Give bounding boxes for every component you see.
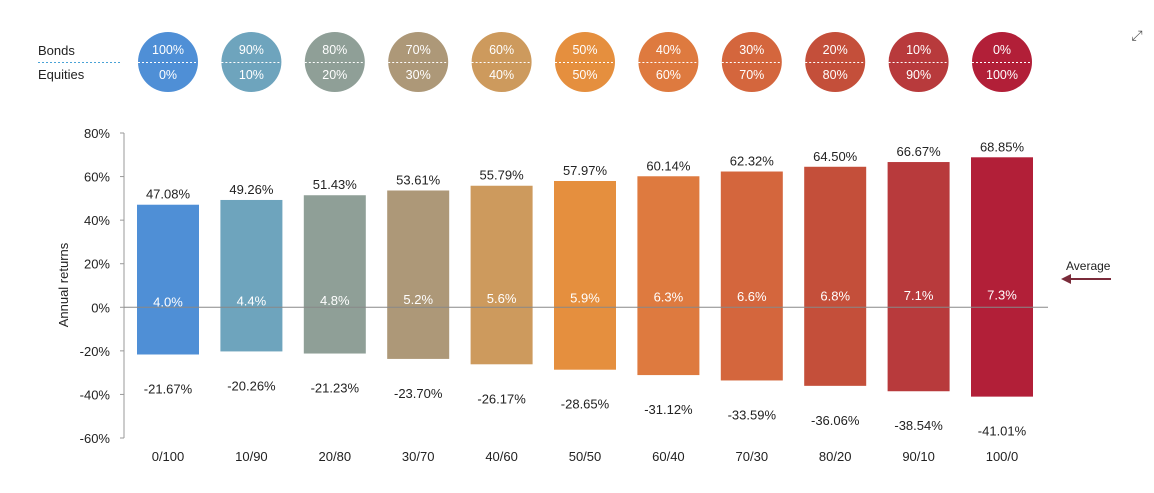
equities-percent: 100% — [986, 68, 1018, 82]
x-tick-label: 80/20 — [819, 449, 852, 464]
equities-percent: 30% — [406, 68, 431, 82]
range-bar — [554, 180, 616, 370]
x-tick-label: 10/90 — [235, 449, 268, 464]
equities-percent: 60% — [656, 68, 681, 82]
average-return-label: 5.9% — [570, 290, 600, 305]
x-tick-label: 70/30 — [736, 449, 769, 464]
equities-percent: 90% — [906, 68, 931, 82]
max-return-label: 57.97% — [563, 163, 608, 178]
y-tick-label: 60% — [84, 170, 110, 185]
min-return-label: -20.26% — [227, 378, 276, 393]
average-return-label: 6.8% — [820, 288, 850, 303]
bonds-percent: 10% — [906, 43, 931, 57]
max-return-label: 64.50% — [813, 149, 858, 164]
x-tick-label: 0/100 — [152, 449, 185, 464]
y-axis-title: Annual returns — [56, 242, 71, 327]
allocation-header: Bonds Equities — [38, 43, 122, 82]
bonds-percent: 60% — [489, 43, 514, 57]
range-bar — [804, 166, 867, 386]
average-return-label: 7.3% — [987, 287, 1017, 302]
range-bar — [137, 204, 199, 355]
y-tick-label: 20% — [84, 257, 110, 272]
allocation-circles: 100% 0% 90% 10% 80% 20% 70% 30% 60% 40% 50% 50% 40% 6… — [138, 32, 1032, 92]
expand-icon[interactable]: ⤢ — [1131, 27, 1143, 43]
max-return-label: 68.85% — [980, 139, 1025, 154]
equities-label: Equities — [38, 67, 85, 82]
x-tick-label: 90/10 — [902, 449, 935, 464]
x-tick-label: 30/70 — [402, 449, 435, 464]
max-return-label: 49.26% — [229, 182, 274, 197]
x-tick-label: 50/50 — [569, 449, 602, 464]
bonds-percent: 0% — [993, 43, 1011, 57]
average-return-label: 6.3% — [654, 290, 684, 305]
average-return-label: 4.4% — [237, 294, 267, 309]
range-bar — [637, 176, 700, 376]
equities-percent: 20% — [322, 68, 347, 82]
bonds-percent: 90% — [239, 43, 264, 57]
min-return-label: -36.06% — [811, 413, 860, 428]
min-return-label: -21.23% — [311, 381, 360, 396]
range-bar — [387, 190, 450, 359]
equities-percent: 0% — [159, 68, 177, 82]
range-bar — [220, 199, 283, 352]
bonds-percent: 40% — [656, 43, 681, 57]
bonds-percent: 20% — [823, 43, 848, 57]
equities-percent: 80% — [823, 68, 848, 82]
equities-percent: 40% — [489, 68, 514, 82]
range-bar — [971, 157, 1033, 397]
range-bar — [303, 195, 366, 354]
equities-percent: 10% — [239, 68, 264, 82]
legend-average-label: Average — [1066, 259, 1111, 273]
min-return-label: -38.54% — [894, 418, 943, 433]
y-tick-label: -40% — [80, 387, 111, 402]
min-return-label: -26.17% — [477, 391, 526, 406]
bar-series: 47.08% -21.67% 4.0% 0/100 49.26% -20.26% 4.4% 1… — [137, 139, 1033, 464]
min-return-label: -41.01% — [978, 424, 1027, 439]
range-bar — [470, 185, 533, 365]
x-tick-label: 100/0 — [986, 449, 1019, 464]
average-legend: Average — [1061, 259, 1111, 284]
average-return-label: 5.2% — [403, 292, 433, 307]
bonds-label: Bonds — [38, 43, 75, 58]
average-return-label: 4.0% — [153, 295, 183, 310]
max-return-label: 66.67% — [897, 144, 942, 159]
x-tick-label: 40/60 — [485, 449, 518, 464]
equities-percent: 70% — [739, 68, 764, 82]
equities-percent: 50% — [572, 68, 597, 82]
max-return-label: 55.79% — [480, 168, 525, 183]
min-return-label: -28.65% — [561, 397, 610, 412]
arrow-left-icon — [1061, 274, 1071, 284]
min-return-label: -23.70% — [394, 386, 443, 401]
average-return-label: 4.8% — [320, 293, 350, 308]
max-return-label: 53.61% — [396, 172, 441, 187]
range-bar — [887, 162, 950, 392]
y-tick-label: 40% — [84, 213, 110, 228]
average-return-label: 7.1% — [904, 288, 934, 303]
x-tick-label: 20/80 — [319, 449, 352, 464]
y-tick-label: -60% — [80, 431, 111, 446]
max-return-label: 60.14% — [646, 158, 691, 173]
average-return-label: 6.6% — [737, 289, 767, 304]
y-tick-label: -20% — [80, 344, 111, 359]
min-return-label: -33.59% — [728, 407, 777, 422]
max-return-label: 51.43% — [313, 177, 358, 192]
y-tick-label: 0% — [91, 300, 110, 315]
range-bar — [720, 171, 783, 381]
max-return-label: 62.32% — [730, 154, 775, 169]
bonds-percent: 50% — [572, 43, 597, 57]
min-return-label: -31.12% — [644, 402, 693, 417]
average-return-label: 5.6% — [487, 291, 517, 306]
bonds-percent: 30% — [739, 43, 764, 57]
bonds-percent: 70% — [406, 43, 431, 57]
min-return-label: -21.67% — [144, 381, 193, 396]
max-return-label: 47.08% — [146, 187, 191, 202]
bonds-percent: 80% — [322, 43, 347, 57]
y-axis: 80% 60% 40% 20% 0% -20% -40% -60% — [80, 126, 125, 446]
bonds-percent: 100% — [152, 43, 184, 57]
y-tick-label: 80% — [84, 126, 110, 141]
x-tick-label: 60/40 — [652, 449, 685, 464]
